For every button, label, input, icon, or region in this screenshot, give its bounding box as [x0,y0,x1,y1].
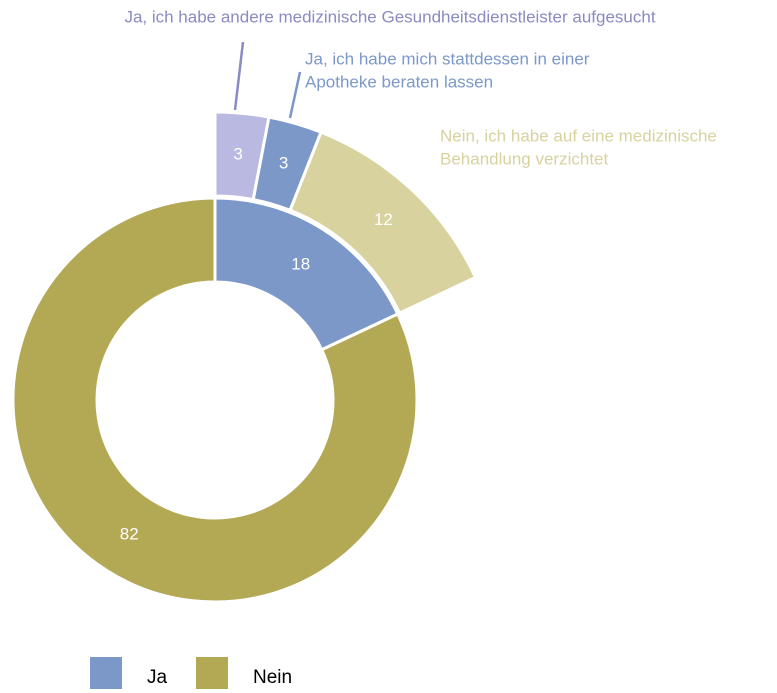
slice-label: 3 [279,153,288,172]
slice-label: 3 [233,145,242,164]
outer-slice [288,130,478,316]
legend-label: Ja [147,667,168,688]
outer-label: Nein, ich habe auf eine medizinische [440,126,717,145]
slice [213,196,400,352]
outer-label: Behandlung verzichtet [440,149,609,168]
outer-label: Ja, ich habe mich stattdessen in einer [305,49,590,68]
legend-swatch [90,657,122,689]
outer-label: Apotheke beraten lassen [305,72,493,91]
leader-line [233,41,245,111]
legend-label: Nein [253,667,292,688]
slice-label: 82 [120,525,139,544]
legend-swatch [196,657,228,689]
slice-label: 12 [374,210,393,229]
outer-label: Ja, ich habe andere medizinische Gesundh… [124,7,655,26]
slice-label: 18 [291,254,310,273]
slice [11,196,419,604]
leader-line [288,71,302,119]
